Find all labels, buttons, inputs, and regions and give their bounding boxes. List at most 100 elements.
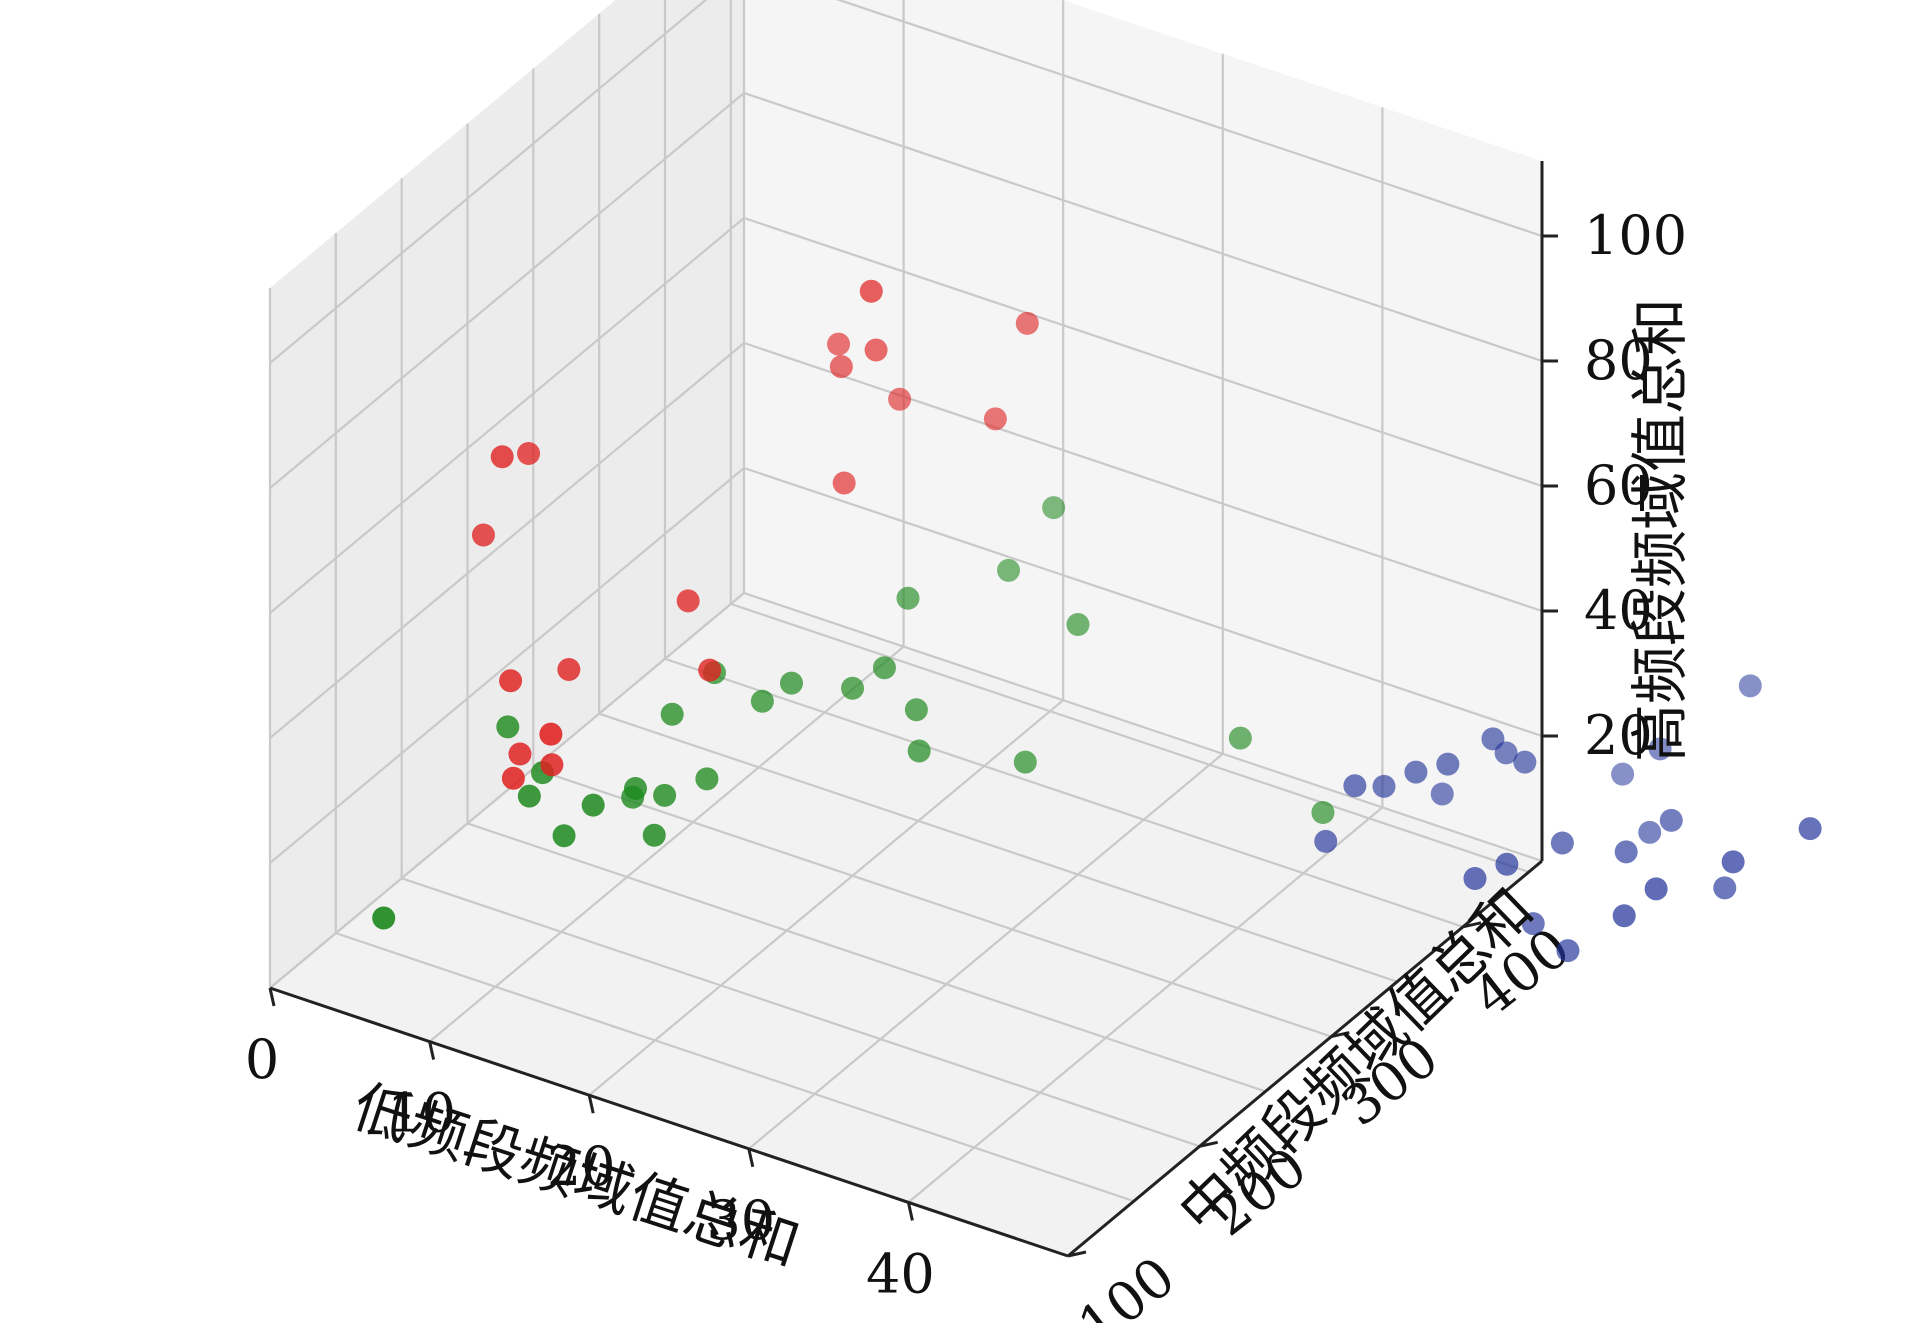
data-point-series-3-21 [1721,850,1745,874]
data-point-series-1-19 [539,722,563,746]
z-tick-label: 60 [1584,454,1653,517]
data-point-series-2-23 [1311,801,1335,825]
data-point-series-3-22 [1798,817,1822,841]
floor-grid-line [730,602,1530,874]
y-tick-mark [1462,921,1482,929]
data-point-series-2-3 [517,784,541,808]
data-point-series-1-5 [557,657,581,681]
data-point-series-1-11 [864,338,888,362]
back-grid-line [743,91,1543,363]
data-point-series-1-10 [698,658,722,682]
data-point-series-2-19 [1042,496,1066,520]
x-tick-label: 30 [706,1189,775,1252]
y-tick-label: 100 [1067,1245,1187,1323]
data-point-series-2-2 [496,715,520,739]
data-point-series-3-1 [1314,829,1338,853]
data-point-series-1-15 [888,387,912,411]
back-wall-pane [744,0,1542,861]
data-point-series-3-10 [1463,867,1487,891]
back-grid-line [743,341,1543,613]
z-tick-label: 80 [1584,329,1653,392]
data-point-series-2-12 [779,671,803,695]
left-grid-line [269,592,745,989]
x-tick-mark [587,1094,595,1114]
x-tick-mark [906,1202,914,1221]
x-tick-label: 20 [547,1135,616,1198]
back-grid-line [835,0,1543,238]
data-point-series-2-17 [907,739,931,763]
data-point-series-2-15 [896,586,920,610]
data-point-series-2-5 [581,793,605,817]
z-tick-label: 20 [1584,704,1653,767]
y-tick-mark [1199,1140,1218,1148]
data-point-series-1-4 [499,669,523,693]
back-grid-line [743,216,1543,488]
data-point-series-2-6 [623,777,647,801]
data-point-series-3-18 [1659,808,1683,832]
data-point-series-2-11 [750,689,774,713]
data-point-series-1-16 [983,407,1007,431]
z-axis-label: 高频段频域值总和 [1626,298,1694,762]
data-point-series-2-1 [372,906,396,930]
floor-grid-line [532,767,1332,1038]
data-point-series-3-24 [1611,762,1635,786]
data-point-series-3-7 [1481,727,1505,751]
x-tick-label: 10 [387,1082,456,1145]
data-point-series-1-2 [517,442,541,466]
x-tick-label: 40 [866,1242,935,1305]
data-point-series-1-17 [1015,311,1039,335]
floor-grid-line [401,877,1201,1148]
left-grid-line [269,0,708,364]
left-grid-line [269,467,745,864]
floor-pane [270,593,1542,1256]
y-tick-mark [1331,1031,1350,1039]
data-point-series-3-4 [1430,782,1454,806]
z-tick-label: 100 [1584,204,1687,267]
data-point-series-2-13 [841,676,865,700]
data-point-series-3-25 [1638,820,1662,844]
data-point-series-1-3 [490,445,514,469]
data-point-series-2-26 [642,823,666,847]
floor-grid-line [598,712,1398,983]
data-point-series-1-8 [540,753,564,777]
floor-grid-line [467,822,1266,1093]
data-point-series-3-13 [1556,939,1580,963]
data-point-series-1-13 [827,332,851,356]
data-point-series-2-22 [1228,726,1252,750]
data-point-series-3-8 [1513,750,1537,774]
left-grid-line [269,342,745,739]
data-point-series-3-17 [1738,674,1762,698]
grid-panes [268,0,1544,1258]
data-point-series-2-20 [1066,612,1090,636]
data-point-series-2-18 [997,558,1021,582]
data-point-series-3-19 [1713,876,1737,900]
data-point-series-2-9 [660,702,684,726]
data-point-series-3-5 [1404,760,1428,784]
data-point-series-2-25 [552,824,576,848]
data-point-series-3-3 [1372,774,1396,798]
z-tick-label: 40 [1584,579,1653,642]
back-grid-line [743,591,1543,863]
data-point-series-2-16 [904,698,928,722]
data-point-series-3-6 [1436,752,1460,776]
x-tick-label: 0 [245,1028,279,1091]
data-point-series-3-14 [1550,831,1574,855]
data-point-series-3-15 [1614,840,1638,864]
x-tick-mark [428,1041,436,1060]
floor-grid-line [664,657,1464,928]
data-point-series-1-7 [508,742,532,766]
data-point-series-1-1 [471,523,495,547]
left-wall-pane [270,0,744,988]
left-grid-line [269,217,745,614]
data-point-series-3-16 [1648,737,1672,761]
data-point-series-3-23 [1612,904,1636,928]
data-point-series-1-18 [832,471,856,495]
data-point-series-2-14 [872,656,896,680]
data-point-series-3-12 [1521,912,1545,936]
data-point-series-1-9 [676,589,700,613]
data-point-series-1-6 [501,766,525,790]
data-point-series-3-20 [1644,877,1668,901]
x-axis-line [269,986,1069,1258]
y-tick-mark [1067,1250,1087,1258]
floor-grid-line [335,932,1135,1203]
